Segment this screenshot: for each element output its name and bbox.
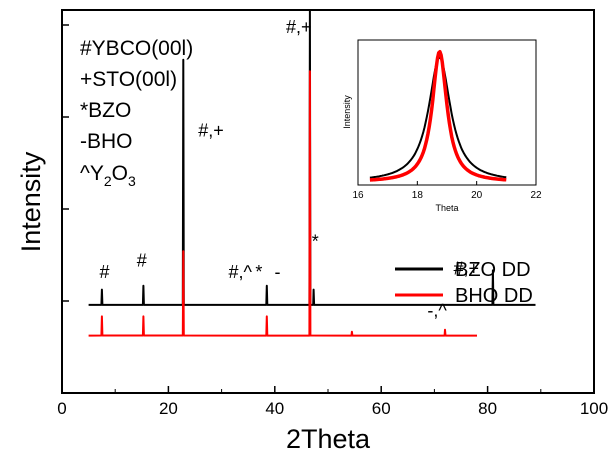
peak-annotation: *: [255, 262, 262, 282]
legend-label-bho: BHO DD: [455, 285, 533, 307]
peak-annotations: ###,+#,^ * -#,+*#,+-,^: [100, 17, 480, 320]
legend-label-bzo: BZO DD: [455, 259, 531, 281]
inset-x-label: Theta: [435, 203, 458, 213]
inset-x-tick-label: 18: [412, 190, 424, 201]
peak-annotation: #,+: [198, 120, 224, 140]
y-axis-ticks: [62, 24, 69, 302]
peak-annotation: #,^: [228, 262, 252, 282]
key-bzo: *BZO: [80, 99, 131, 122]
x-tick-label: 0: [57, 399, 66, 418]
key-y2o3: ^Y2O3: [80, 162, 136, 189]
inset-x-tick-label: 20: [471, 190, 483, 201]
inset-plot: 16 18 20 22 Theta Intensity: [342, 39, 542, 213]
key-bho: -BHO: [80, 130, 133, 153]
peak-annotation: *: [312, 231, 319, 251]
x-tick-label: 100: [580, 399, 608, 418]
peak-annotation: #,+: [454, 258, 480, 278]
peak-annotation: #: [137, 251, 147, 271]
inset-y-label: Intensity: [342, 95, 352, 129]
inset-x-tick-label: 16: [352, 190, 364, 201]
key-ybco: #YBCO(00l): [80, 37, 193, 60]
x-tick-label: 80: [478, 399, 497, 418]
inset-x-tick-label: 22: [530, 190, 542, 201]
x-tick-label: 60: [372, 399, 391, 418]
y-axis-label: Intensity: [16, 151, 46, 252]
peak-annotation: #: [100, 262, 110, 282]
x-axis-label: 2Theta: [286, 424, 371, 454]
x-axis-ticks: 0 20 40 60 80 100: [57, 386, 608, 418]
peak-annotation: -: [274, 262, 280, 282]
legend: BZO DD BHO DD: [395, 259, 533, 307]
series-line-bzo-dd: [88, 9, 536, 306]
phase-key: #YBCO(00l) +STO(00l) *BZO -BHO ^Y2O3: [80, 37, 193, 189]
key-sto: +STO(00l): [80, 68, 177, 91]
peak-annotation: #,+: [286, 17, 312, 37]
inset-x-ticks: 16 18 20 22: [352, 181, 542, 201]
inset-series: [369, 49, 507, 182]
inset-series-line-bho-dd: [369, 49, 507, 182]
x-tick-label: 20: [159, 399, 178, 418]
main-series: [88, 9, 536, 337]
x-tick-label: 40: [265, 399, 284, 418]
series-line-bho-dd: [88, 70, 477, 337]
peak-annotation: -,^: [427, 300, 447, 320]
